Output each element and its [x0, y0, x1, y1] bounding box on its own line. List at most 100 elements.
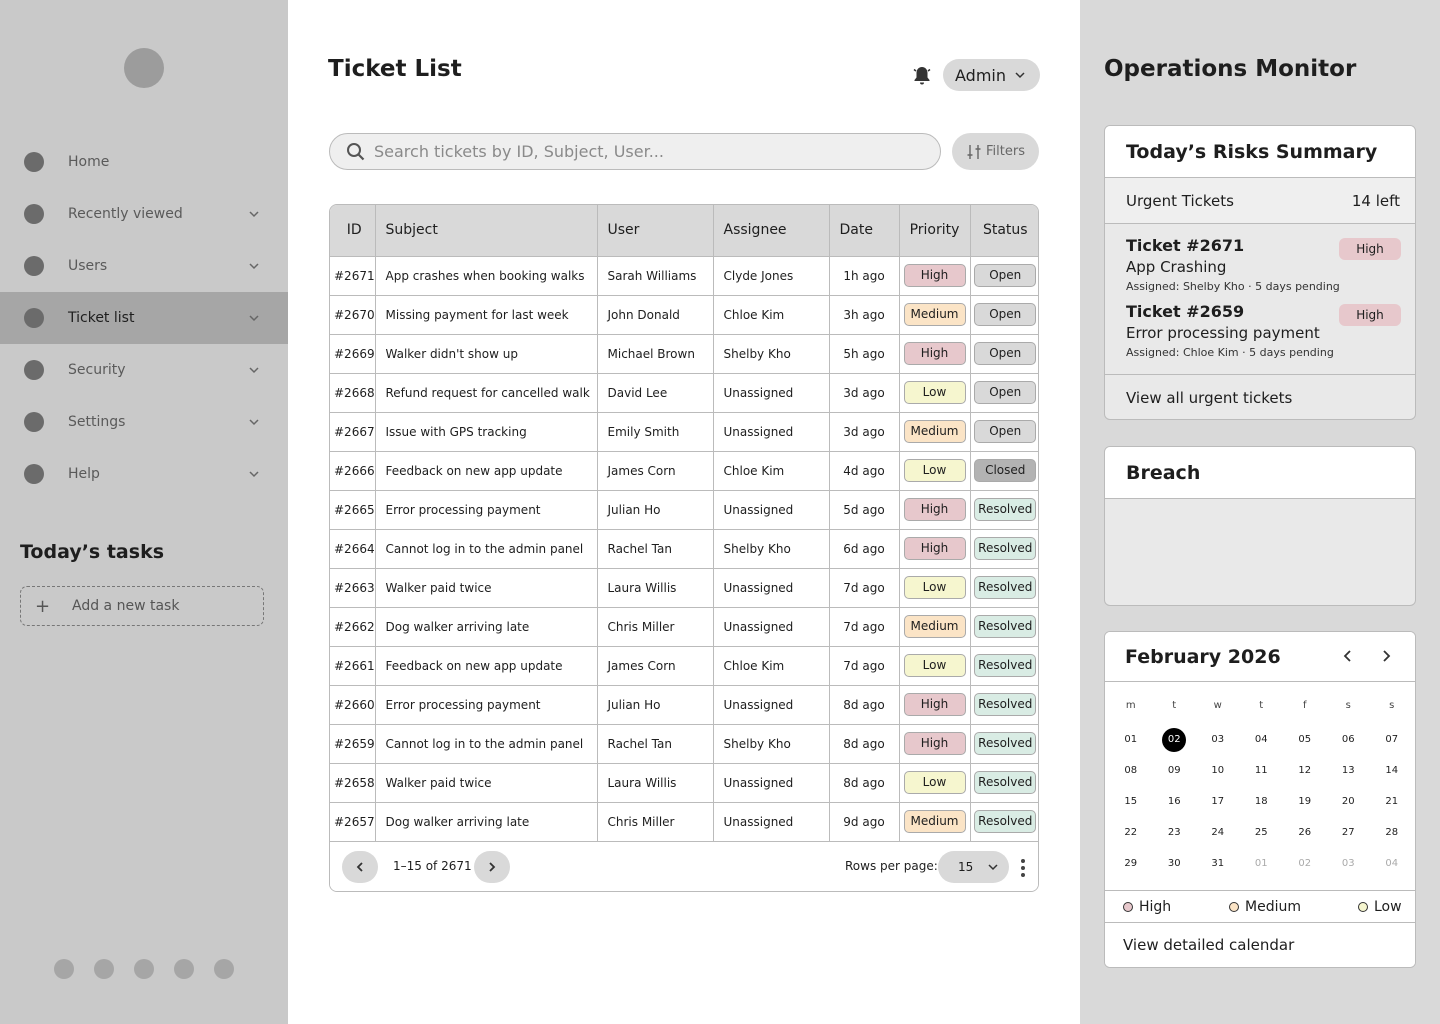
table-row[interactable]: #2659 Cannot log in to the admin panel Rac… — [330, 723, 1038, 763]
dot-icon[interactable] — [214, 959, 234, 979]
calendar-day[interactable]: 14 — [1370, 763, 1414, 794]
admin-dropdown[interactable]: Admin — [943, 59, 1040, 91]
calendar-day[interactable]: 01 — [1109, 732, 1153, 763]
table-row[interactable]: #2664 Cannot log in to the admin panel Rac… — [330, 528, 1038, 568]
calendar-day-number: 29 — [1124, 858, 1138, 869]
view-urgent-link[interactable]: View all urgent tickets — [1105, 374, 1415, 419]
filters-button[interactable]: Filters — [952, 133, 1039, 170]
column-header-id[interactable]: ID — [330, 205, 376, 256]
ticket-user: Chris Miller — [597, 606, 714, 646]
add-task-button[interactable]: + Add a new task — [20, 586, 264, 626]
calendar-day[interactable]: 25 — [1240, 825, 1284, 856]
sidebar-item-settings[interactable]: Settings — [0, 396, 288, 448]
calendar-day[interactable]: 08 — [1109, 763, 1153, 794]
column-header-subject[interactable]: Subject — [375, 205, 598, 256]
dot-icon[interactable] — [94, 959, 114, 979]
search-bar[interactable] — [329, 133, 941, 170]
calendar-day[interactable]: 11 — [1240, 763, 1284, 794]
calendar-day[interactable]: 29 — [1109, 856, 1153, 887]
ticket-assignee: Unassigned — [713, 801, 830, 841]
chevron-left-icon[interactable] — [1341, 649, 1355, 663]
priority-cell: High — [899, 333, 971, 373]
calendar-day[interactable]: 03 — [1196, 732, 1240, 763]
calendar-day[interactable]: 18 — [1240, 794, 1284, 825]
risk-item[interactable]: Ticket #2671 App Crashing Assigned: Shelby… — [1105, 228, 1415, 294]
calendar-day[interactable]: 20 — [1327, 794, 1371, 825]
calendar-day[interactable]: 03 — [1327, 856, 1371, 887]
calendar-day[interactable]: 23 — [1153, 825, 1197, 856]
table-row[interactable]: #2661 Feedback on new app update James Cor… — [330, 645, 1038, 685]
table-row[interactable]: #2667 Issue with GPS tracking Emily Smith U… — [330, 411, 1038, 451]
calendar-day[interactable]: 04 — [1370, 856, 1414, 887]
low-dot-icon — [1358, 902, 1368, 912]
calendar-day[interactable]: 30 — [1153, 856, 1197, 887]
calendar-day[interactable]: 09 — [1153, 763, 1197, 794]
calendar-day[interactable]: 21 — [1370, 794, 1414, 825]
table-row[interactable]: #2668 Refund request for cancelled walk Da… — [330, 372, 1038, 412]
calendar-day[interactable]: 22 — [1109, 825, 1153, 856]
sidebar-item-home[interactable]: Home — [0, 136, 288, 188]
calendar-day[interactable]: 27 — [1327, 825, 1371, 856]
calendar-day[interactable]: 26 — [1283, 825, 1327, 856]
priority-badge: Medium — [903, 420, 966, 443]
dot-icon[interactable] — [54, 959, 74, 979]
chevron-right-icon[interactable] — [1379, 649, 1393, 663]
column-header-date[interactable]: Date — [829, 205, 900, 256]
column-header-user[interactable]: User — [597, 205, 714, 256]
medium-dot-icon — [1229, 902, 1239, 912]
calendar-day[interactable]: 24 — [1196, 825, 1240, 856]
calendar-day[interactable]: 19 — [1283, 794, 1327, 825]
table-row[interactable]: #2666 Feedback on new app update James Cor… — [330, 450, 1038, 490]
legend-low-label: Low — [1374, 899, 1402, 915]
table-row[interactable]: #2660 Error processing payment Julian Ho Un… — [330, 684, 1038, 724]
ticket-subject: Feedback on new app update — [375, 645, 598, 685]
table-row[interactable]: #2669 Walker didn't show up Michael Brown S… — [330, 333, 1038, 373]
next-page-button[interactable] — [474, 851, 510, 883]
calendar-day[interactable]: 10 — [1196, 763, 1240, 794]
status-badge: Resolved — [974, 693, 1037, 716]
priority-cell: Medium — [899, 294, 971, 334]
calendar-day[interactable]: 17 — [1196, 794, 1240, 825]
dot-icon[interactable] — [134, 959, 154, 979]
ticket-id: #2662 — [330, 606, 376, 646]
rows-per-page-label: Rows per page: — [845, 859, 938, 873]
search-input[interactable] — [374, 142, 894, 161]
sidebar-item-security[interactable]: Security — [0, 344, 288, 396]
calendar-day-number: 05 — [1298, 734, 1312, 745]
calendar-day[interactable]: 15 — [1109, 794, 1153, 825]
sidebar-item-help[interactable]: Help — [0, 448, 288, 500]
more-options-icon[interactable] — [1020, 858, 1026, 878]
calendar-day[interactable]: 04 — [1240, 732, 1284, 763]
table-row[interactable]: #2658 Walker paid twice Laura Willis Unassi… — [330, 762, 1038, 802]
column-header-status[interactable]: Status — [970, 205, 1038, 256]
calendar-day[interactable]: 12 — [1283, 763, 1327, 794]
table-row[interactable]: #2657 Dog walker arriving late Chris Mille… — [330, 801, 1038, 841]
table-row[interactable]: #2670 Missing payment for last week John D… — [330, 294, 1038, 334]
table-row[interactable]: #2662 Dog walker arriving late Chris Mille… — [330, 606, 1038, 646]
table-row[interactable]: #2663 Walker paid twice Laura Willis Unassi… — [330, 567, 1038, 607]
table-row[interactable]: #2665 Error processing payment Julian Ho Un… — [330, 489, 1038, 529]
dot-icon[interactable] — [174, 959, 194, 979]
calendar-day[interactable]: 01 — [1240, 856, 1284, 887]
sidebar-item-users[interactable]: Users — [0, 240, 288, 292]
calendar-day[interactable]: 06 — [1327, 732, 1371, 763]
calendar-day[interactable]: 07 — [1370, 732, 1414, 763]
calendar-day[interactable]: 28 — [1370, 825, 1414, 856]
calendar-day-today[interactable]: 02 — [1153, 728, 1197, 763]
prev-page-button[interactable] — [342, 851, 378, 883]
sidebar-item-recently-viewed[interactable]: Recently viewed — [0, 188, 288, 240]
column-header-priority[interactable]: Priority — [899, 205, 971, 256]
calendar-day[interactable]: 13 — [1327, 763, 1371, 794]
view-calendar-link[interactable]: View detailed calendar — [1105, 923, 1415, 967]
legend-high: High — [1123, 899, 1171, 915]
calendar-day[interactable]: 05 — [1283, 732, 1327, 763]
rows-per-page-select[interactable]: 15 — [938, 851, 1009, 883]
sidebar-item-ticket-list[interactable]: Ticket list — [0, 292, 288, 344]
table-row[interactable]: #2671 App crashes when booking walks Sarah… — [330, 255, 1038, 295]
calendar-day[interactable]: 02 — [1283, 856, 1327, 887]
column-header-assignee[interactable]: Assignee — [713, 205, 830, 256]
bell-icon[interactable] — [910, 64, 934, 88]
risk-item[interactable]: Ticket #2659 Error processing payment Assi… — [1105, 294, 1415, 360]
calendar-day[interactable]: 16 — [1153, 794, 1197, 825]
calendar-day[interactable]: 31 — [1196, 856, 1240, 887]
